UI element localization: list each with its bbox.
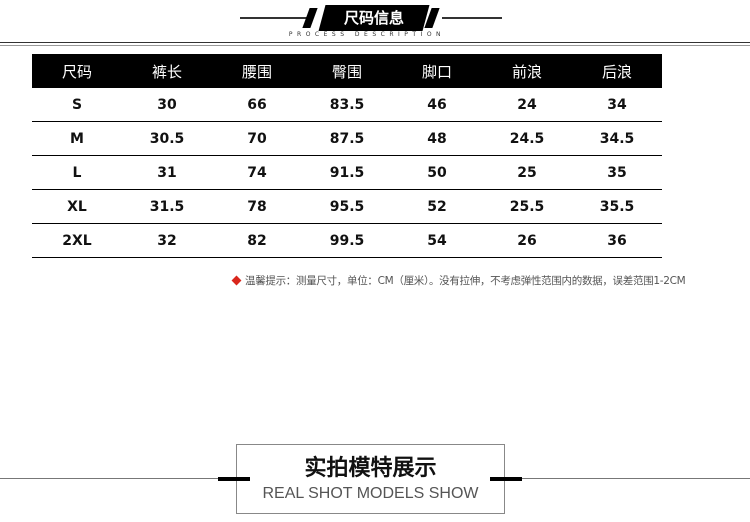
table-cell: S <box>32 88 122 122</box>
rule <box>0 45 750 46</box>
column-header: 脚口 <box>392 54 482 88</box>
decor <box>302 8 318 28</box>
column-header: 裤长 <box>122 54 212 88</box>
column-header: 臀围 <box>302 54 392 88</box>
table-cell: 36 <box>572 223 662 258</box>
decor <box>490 477 522 481</box>
table-cell: 31.5 <box>122 189 212 224</box>
table-cell: 26 <box>482 223 572 258</box>
column-header: 尺码 <box>32 54 122 88</box>
table-cell: 99.5 <box>302 223 392 258</box>
table-cell: 91.5 <box>302 155 392 190</box>
table-cell: 35 <box>572 155 662 190</box>
table-cell: M <box>32 121 122 156</box>
size-table: 尺码 裤长 腰围 臀围 脚口 前浪 后浪 S 30 66 83.5 46 24 34 M 30.5 70 87.5… <box>32 54 662 258</box>
table-cell: 31 <box>122 155 212 190</box>
table-cell: 82 <box>212 223 302 258</box>
table-cell: 25 <box>482 155 572 190</box>
table-cell: 25.5 <box>482 189 572 224</box>
footer-title: 实拍模特展示 <box>304 456 437 481</box>
header-title: 尺码信息 <box>343 9 404 27</box>
table-body: S 30 66 83.5 46 24 34 M 30.5 70 87.5 48 24.5 34.5 L 31 7… <box>32 88 662 258</box>
header-subtitle: PROCESS DESCRIPTION <box>288 31 446 38</box>
decor <box>218 477 250 481</box>
table-cell: 87.5 <box>302 121 392 156</box>
table-cell: 66 <box>212 88 302 122</box>
table-cell: 48 <box>392 121 482 156</box>
table-cell: 83.5 <box>302 88 392 122</box>
table-cell: 95.5 <box>302 189 392 224</box>
table-row: M 30.5 70 87.5 48 24.5 34.5 <box>32 121 662 156</box>
header-row: 尺码 裤长 腰围 臀围 脚口 前浪 后浪 <box>32 54 662 88</box>
table-cell: 34 <box>572 88 662 122</box>
table-cell: 52 <box>392 189 482 224</box>
table-cell: 54 <box>392 223 482 258</box>
column-header: 前浪 <box>482 54 572 88</box>
rule <box>442 17 502 19</box>
table-cell: 70 <box>212 121 302 156</box>
rule <box>0 42 750 43</box>
table-cell: L <box>32 155 122 190</box>
table-cell: 34.5 <box>572 121 662 156</box>
table-cell: 78 <box>212 189 302 224</box>
table-cell: 50 <box>392 155 482 190</box>
table-cell: 24 <box>482 88 572 122</box>
rule <box>240 17 310 19</box>
table-row: S 30 66 83.5 46 24 34 <box>32 88 662 122</box>
table-cell: 46 <box>392 88 482 122</box>
column-header: 腰围 <box>212 54 302 88</box>
table-cell: 74 <box>212 155 302 190</box>
table-cell: 32 <box>122 223 212 258</box>
table-row: L 31 74 91.5 50 25 35 <box>32 155 662 190</box>
footer-box <box>236 444 505 514</box>
note-icon <box>231 275 242 286</box>
table-cell: 30.5 <box>122 121 212 156</box>
column-header: 后浪 <box>572 54 662 88</box>
table-row: 2XL 32 82 99.5 54 26 36 <box>32 223 662 258</box>
footer-subtitle: REAL SHOT MODELS SHOW <box>262 485 479 502</box>
table-cell: 2XL <box>32 223 122 258</box>
table-cell: 24.5 <box>482 121 572 156</box>
table-cell: 30 <box>122 88 212 122</box>
table-row: XL 31.5 78 95.5 52 25.5 35.5 <box>32 189 662 224</box>
table-cell: XL <box>32 189 122 224</box>
table-cell: 35.5 <box>572 189 662 224</box>
note: 温馨提示：测量尺寸，单位：CM（厘米）。没有拉伸，不考虑弹性范围内的数据，误差范… <box>245 275 686 287</box>
